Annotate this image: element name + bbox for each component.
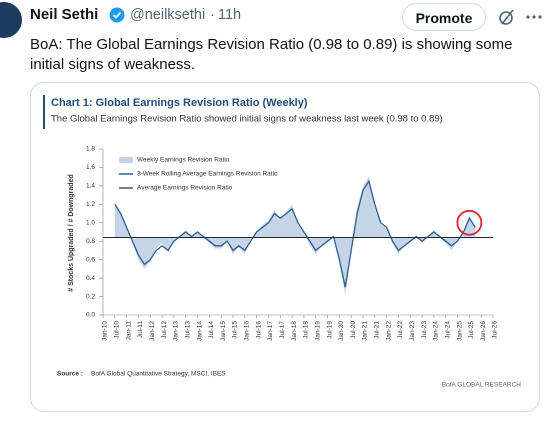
y-tick-label: 0.6 xyxy=(86,256,95,263)
legend-label: Weekly Earnings Revision Ratio xyxy=(137,157,230,164)
chart-title: Chart 1: Global Earnings Revision Ratio … xyxy=(51,97,308,109)
x-tick-label: Jan-25 xyxy=(456,321,463,341)
x-tick-label: Jan-13 xyxy=(173,321,180,341)
x-tick-label: Jul-19 xyxy=(326,321,333,339)
image-card[interactable]: Chart 1: Global Earnings Revision Ratio … xyxy=(30,82,540,412)
chart: Chart 1: Global Earnings Revision Ratio … xyxy=(43,95,522,389)
separator: · xyxy=(210,7,215,23)
tweet-text: BoA: The Global Earnings Revision Ratio … xyxy=(30,36,513,73)
title-accent xyxy=(43,95,45,129)
more-icon[interactable] xyxy=(524,7,544,27)
x-tick-label: Jan-22 xyxy=(385,321,392,341)
avatar[interactable] xyxy=(0,2,22,38)
x-tick-label: Jul-20 xyxy=(350,321,357,339)
x-tick-label: Jul-15 xyxy=(232,321,239,339)
y-tick-label: 1.2 xyxy=(86,201,95,208)
chart-subtitle: The Global Earnings Revision Ratio showe… xyxy=(51,114,443,125)
y-tick-label: 0.4 xyxy=(86,275,95,282)
x-tick-label: Jan-11 xyxy=(125,321,132,341)
area-series xyxy=(114,176,476,295)
x-tick-label: Jul-21 xyxy=(374,321,381,339)
x-tick-label: Jan-10 xyxy=(102,321,109,341)
x-tick-label: Jul-26 xyxy=(492,321,499,339)
promote-button[interactable]: Promote xyxy=(402,3,486,31)
credit: BofA GLOBAL RESEARCH xyxy=(442,382,522,389)
author-name[interactable]: Neil Sethi xyxy=(30,6,99,23)
x-tick-label: Jan-26 xyxy=(480,321,487,341)
y-tick-label: 1.4 xyxy=(86,183,95,190)
x-tick-label: Jul-13 xyxy=(184,321,191,339)
x-tick-label: Jul-17 xyxy=(279,321,286,339)
x-tick-label: Jan-16 xyxy=(244,321,251,341)
x-tick-label: Jan-18 xyxy=(291,321,298,341)
x-tick-label: Jan-14 xyxy=(196,321,203,341)
x-tick-label: Jan-19 xyxy=(314,321,321,341)
y-axis-label: # Stocks Upgraded / # Downgraded xyxy=(68,174,75,291)
source-label: Source : xyxy=(57,371,83,378)
x-tick-label: Jan-20 xyxy=(338,321,345,341)
y-tick-label: 1.0 xyxy=(86,219,95,226)
source: BofA Global Quantitative Strategy, MSCI,… xyxy=(91,371,226,378)
y-tick-label: 1.6 xyxy=(86,164,95,171)
author-handle[interactable]: @neilksethi xyxy=(130,7,206,23)
verified-badge xyxy=(109,7,125,23)
x-tick-label: Jan-23 xyxy=(409,321,416,341)
legend-swatch xyxy=(119,157,133,163)
x-tick-label: Jul-12 xyxy=(161,321,168,339)
x-tick-label: Jul-11 xyxy=(137,321,144,339)
y-tick-label: 0.2 xyxy=(86,293,95,300)
x-tick-label: Jul-10 xyxy=(114,321,121,339)
y-tick-label: 0.0 xyxy=(86,312,95,319)
x-tick-label: Jan-21 xyxy=(362,321,369,341)
x-tick-label: Jul-18 xyxy=(303,321,310,339)
x-tick-label: Jan-15 xyxy=(220,321,227,341)
highlight-circle xyxy=(456,209,483,236)
x-tick-label: Jul-14 xyxy=(208,321,215,339)
x-tick-label: Jan-17 xyxy=(267,321,274,341)
grok-icon[interactable] xyxy=(497,7,517,27)
y-tick-label: 0.8 xyxy=(86,238,95,245)
x-tick-label: Jan-12 xyxy=(149,321,156,341)
x-tick-label: Jul-23 xyxy=(421,321,428,339)
legend-label: Average Earnings Revision Ratio xyxy=(137,185,233,192)
timestamp[interactable]: 11h xyxy=(218,7,242,23)
y-tick-label: 1.8 xyxy=(86,146,95,153)
x-tick-label: Jan-24 xyxy=(433,321,440,341)
x-tick-label: Jul-22 xyxy=(397,321,404,339)
x-tick-label: Jul-16 xyxy=(255,321,262,339)
x-tick-label: Jul-25 xyxy=(468,321,475,339)
x-tick-label: Jul-24 xyxy=(444,321,451,339)
legend-label: 3-Week Rolling Average Earnings Revision… xyxy=(137,171,278,178)
